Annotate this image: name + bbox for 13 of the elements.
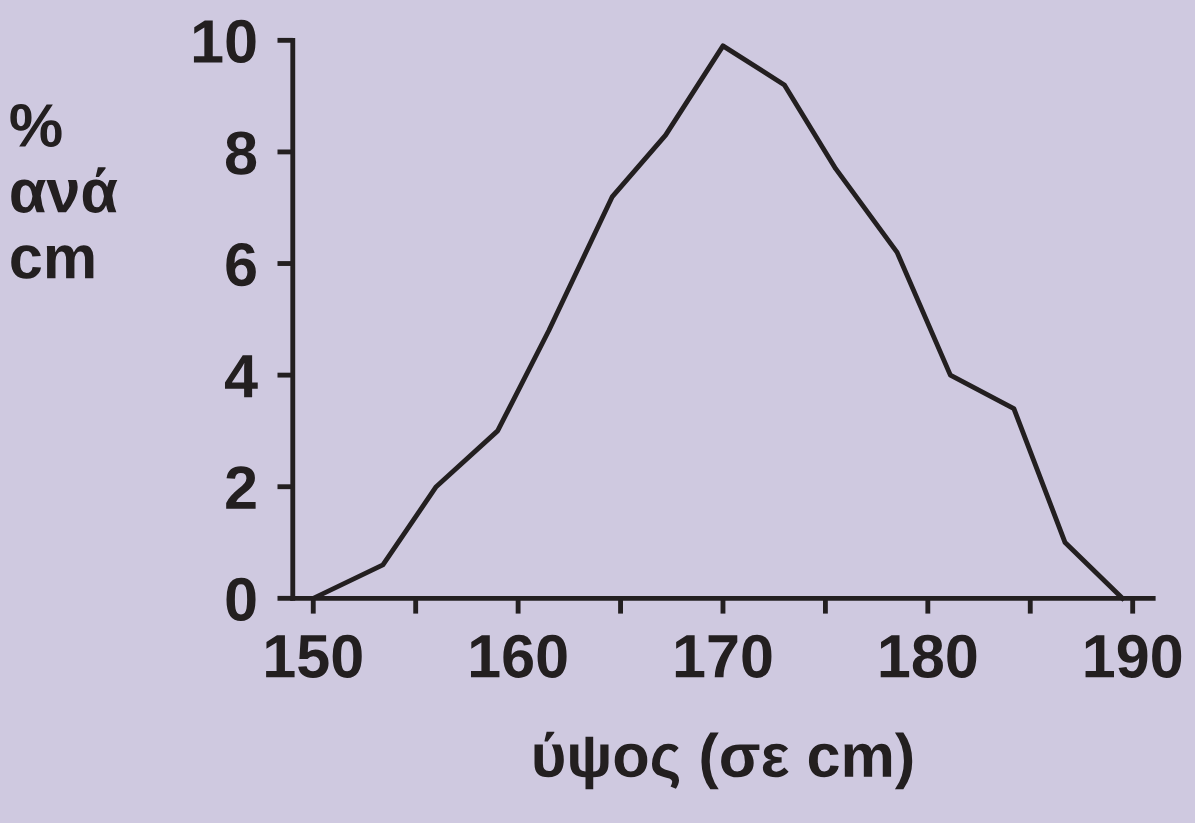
y-tick-label: 6 [226, 243, 256, 287]
x-tick-label: 150 [266, 634, 362, 678]
y-tick-label: 2 [226, 466, 256, 509]
x-axis-title: ύψος (σε cm) [534, 731, 913, 790]
x-tick-label: 190 [1085, 634, 1182, 678]
y-tick-label: 10 [193, 19, 256, 64]
y-tick-label: 0 [226, 577, 256, 622]
y-axis-title: % ανά cm [10, 104, 118, 279]
x-tick-label: 180 [880, 634, 977, 678]
x-tick-label: 160 [470, 634, 567, 678]
y-tick-label: 8 [226, 131, 257, 175]
y-tick-label: 4 [225, 355, 258, 398]
x-tick-label: 170 [675, 634, 772, 678]
